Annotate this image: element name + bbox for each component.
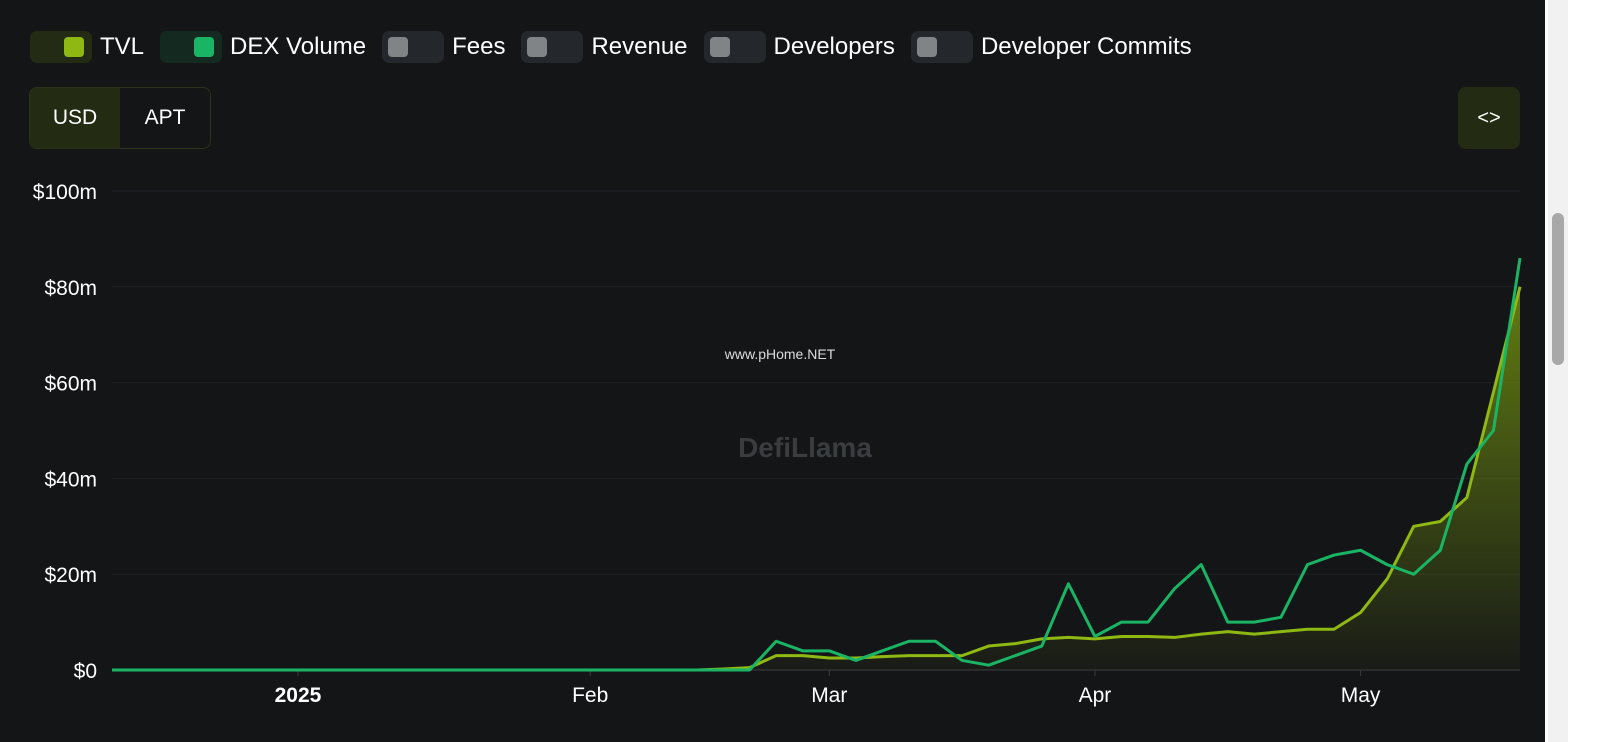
x-tick-label: Apr	[1079, 684, 1112, 707]
legend-item[interactable]: TVL	[30, 31, 144, 63]
panel	[0, 0, 1545, 742]
legend-label: Revenue	[591, 33, 688, 60]
toggle	[382, 31, 445, 63]
legend-item[interactable]: Developer Commits	[910, 31, 1192, 63]
scroll-thumb[interactable]	[1552, 213, 1564, 365]
y-tick-label: $100m	[33, 181, 97, 204]
toggle-dot	[388, 37, 409, 57]
legend: TVL DEX Volume Fees Revenue Developers Develo…	[30, 31, 1208, 63]
toggle	[703, 31, 766, 63]
x-tick-label: 2025	[275, 684, 322, 707]
legend-label: TVL	[100, 33, 145, 60]
y-tick-label: $60m	[44, 373, 97, 396]
scrollbar	[1548, 0, 1568, 742]
y-tick-label: $20m	[44, 564, 97, 587]
toggle-dot	[194, 37, 215, 57]
usd-button[interactable]: USD	[30, 88, 120, 148]
toggle	[30, 31, 92, 63]
legend-label: DEX Volume	[230, 33, 367, 60]
legend-label: Fees	[452, 33, 506, 60]
watermark: DefiLlama	[738, 432, 872, 463]
toggle	[910, 31, 973, 63]
legend-item[interactable]: Revenue	[521, 31, 688, 63]
x-tick-label: May	[1341, 684, 1381, 707]
toggle-dot	[64, 37, 84, 57]
line	[112, 257, 1522, 672]
toggle	[521, 31, 584, 63]
apt-button[interactable]: APT	[144, 106, 186, 129]
toggle-dot	[709, 37, 730, 57]
embed-button[interactable]: <>	[1458, 87, 1520, 149]
currency-switch: USD APT	[29, 87, 211, 149]
area	[112, 286, 1520, 670]
legend-item[interactable]: Developers	[703, 31, 895, 63]
legend-label: Developers	[773, 33, 895, 60]
y-tick-label: $0	[74, 660, 97, 683]
y-tick-label: $40m	[44, 468, 97, 491]
toggle	[160, 31, 223, 63]
toggle-dot	[527, 37, 548, 57]
watermark-url: www.pHome.NET	[724, 346, 836, 362]
x-tick-label: Mar	[811, 684, 847, 707]
y-tick-label: $80m	[44, 277, 97, 300]
legend-item[interactable]: DEX Volume	[160, 31, 366, 63]
legend-item[interactable]: Fees	[382, 31, 505, 63]
chart: DefiLlama www.pHome.NET $0 $20m $40m $60m $8…	[33, 181, 1522, 707]
toggle-dot	[916, 37, 937, 57]
x-tick-label: Feb	[572, 684, 608, 707]
legend-label: Developer Commits	[980, 33, 1192, 60]
